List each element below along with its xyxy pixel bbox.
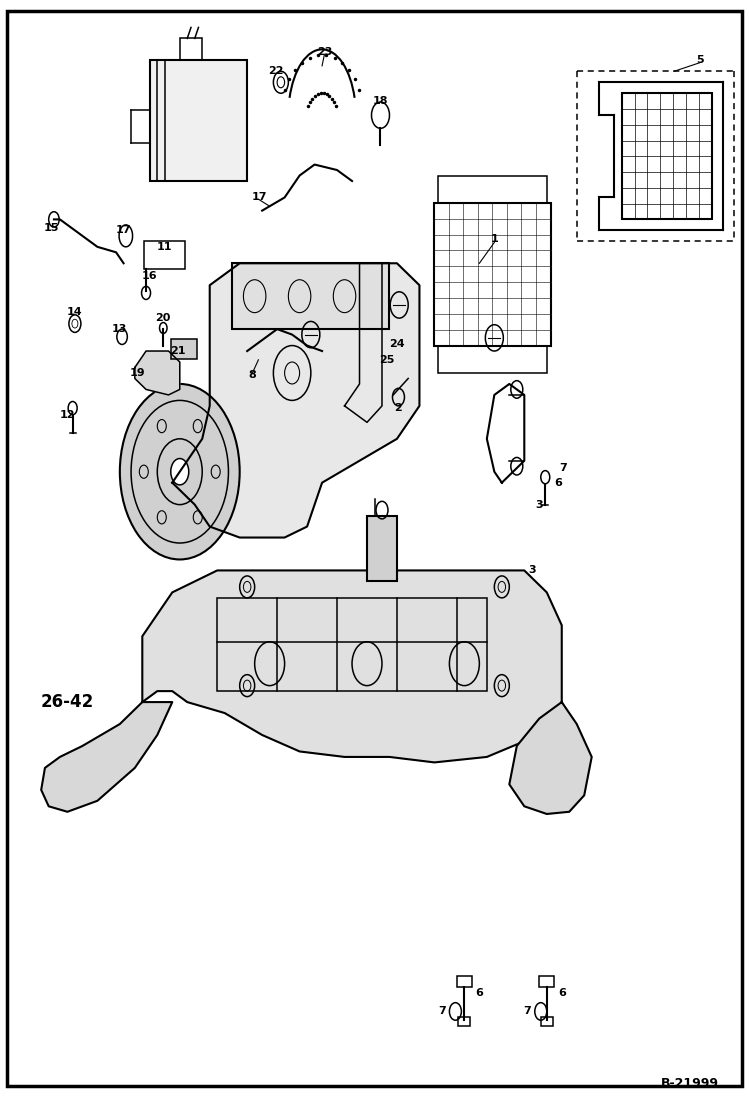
Bar — [144, 241, 185, 269]
Bar — [541, 1017, 553, 1026]
Bar — [457, 976, 472, 987]
Text: 26-42: 26-42 — [40, 693, 94, 711]
Bar — [150, 60, 247, 181]
Text: 11: 11 — [157, 241, 172, 252]
Polygon shape — [135, 351, 180, 395]
Polygon shape — [41, 702, 172, 812]
Bar — [171, 339, 197, 359]
Circle shape — [120, 384, 240, 559]
Polygon shape — [172, 263, 419, 538]
Text: 2: 2 — [395, 403, 402, 414]
Text: 20: 20 — [156, 313, 171, 324]
Bar — [180, 38, 202, 60]
Text: 17: 17 — [252, 192, 267, 203]
Text: 14: 14 — [67, 306, 82, 317]
Bar — [367, 516, 397, 581]
Text: 5: 5 — [697, 55, 704, 66]
Text: 25: 25 — [379, 354, 394, 365]
Text: 18: 18 — [373, 95, 388, 106]
Text: 7: 7 — [438, 1006, 446, 1017]
Text: 21: 21 — [171, 346, 186, 357]
Text: 6: 6 — [554, 477, 562, 488]
Circle shape — [171, 459, 189, 485]
Polygon shape — [509, 702, 592, 814]
Bar — [539, 976, 554, 987]
Text: 7: 7 — [524, 1006, 531, 1017]
Bar — [458, 1017, 470, 1026]
Text: 6: 6 — [558, 987, 565, 998]
Polygon shape — [142, 570, 562, 762]
Text: B-21999: B-21999 — [661, 1077, 719, 1090]
Text: 23: 23 — [317, 46, 332, 57]
Text: 22: 22 — [268, 66, 283, 77]
Text: 15: 15 — [43, 223, 58, 234]
Text: 3: 3 — [536, 499, 543, 510]
Text: 7: 7 — [560, 463, 567, 474]
Text: 12: 12 — [60, 409, 75, 420]
Bar — [438, 346, 547, 373]
Text: 1: 1 — [491, 234, 498, 245]
Text: 8: 8 — [249, 370, 256, 381]
Bar — [438, 176, 547, 203]
Bar — [434, 203, 551, 346]
Text: 13: 13 — [112, 324, 127, 335]
Bar — [622, 93, 712, 219]
Bar — [217, 598, 487, 691]
Bar — [232, 263, 389, 329]
Text: 17: 17 — [116, 225, 131, 236]
Text: 16: 16 — [142, 271, 157, 282]
Text: 19: 19 — [130, 367, 145, 378]
Text: 6: 6 — [476, 987, 483, 998]
Text: 24: 24 — [389, 339, 404, 350]
Text: 3: 3 — [528, 565, 536, 576]
